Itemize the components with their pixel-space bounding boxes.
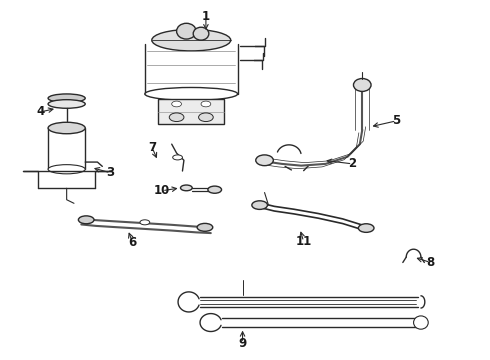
Ellipse shape bbox=[140, 220, 150, 225]
Text: 7: 7 bbox=[148, 141, 156, 154]
Ellipse shape bbox=[48, 165, 85, 174]
Text: 1: 1 bbox=[202, 10, 210, 23]
Text: 11: 11 bbox=[295, 235, 312, 248]
Ellipse shape bbox=[208, 186, 221, 193]
Text: 2: 2 bbox=[348, 157, 357, 170]
Ellipse shape bbox=[256, 155, 273, 166]
Ellipse shape bbox=[180, 185, 192, 191]
Ellipse shape bbox=[172, 155, 182, 160]
Ellipse shape bbox=[176, 23, 196, 39]
Text: 10: 10 bbox=[154, 184, 170, 197]
Text: 8: 8 bbox=[427, 256, 435, 269]
Ellipse shape bbox=[358, 224, 374, 232]
Text: 4: 4 bbox=[37, 105, 45, 118]
Ellipse shape bbox=[198, 113, 213, 122]
Ellipse shape bbox=[197, 224, 213, 231]
Ellipse shape bbox=[145, 87, 238, 100]
Ellipse shape bbox=[78, 216, 94, 224]
Text: 3: 3 bbox=[106, 166, 115, 179]
Ellipse shape bbox=[48, 100, 85, 108]
Ellipse shape bbox=[252, 201, 268, 210]
Ellipse shape bbox=[152, 30, 231, 51]
Ellipse shape bbox=[169, 113, 184, 122]
Ellipse shape bbox=[193, 27, 209, 40]
Ellipse shape bbox=[414, 316, 428, 329]
Ellipse shape bbox=[353, 78, 371, 91]
Ellipse shape bbox=[48, 94, 85, 103]
Text: 5: 5 bbox=[392, 114, 401, 127]
Ellipse shape bbox=[172, 101, 181, 107]
Bar bbox=[158, 99, 224, 125]
Text: 9: 9 bbox=[239, 337, 246, 350]
Ellipse shape bbox=[48, 122, 85, 134]
Text: 6: 6 bbox=[128, 236, 137, 249]
Ellipse shape bbox=[201, 101, 211, 107]
